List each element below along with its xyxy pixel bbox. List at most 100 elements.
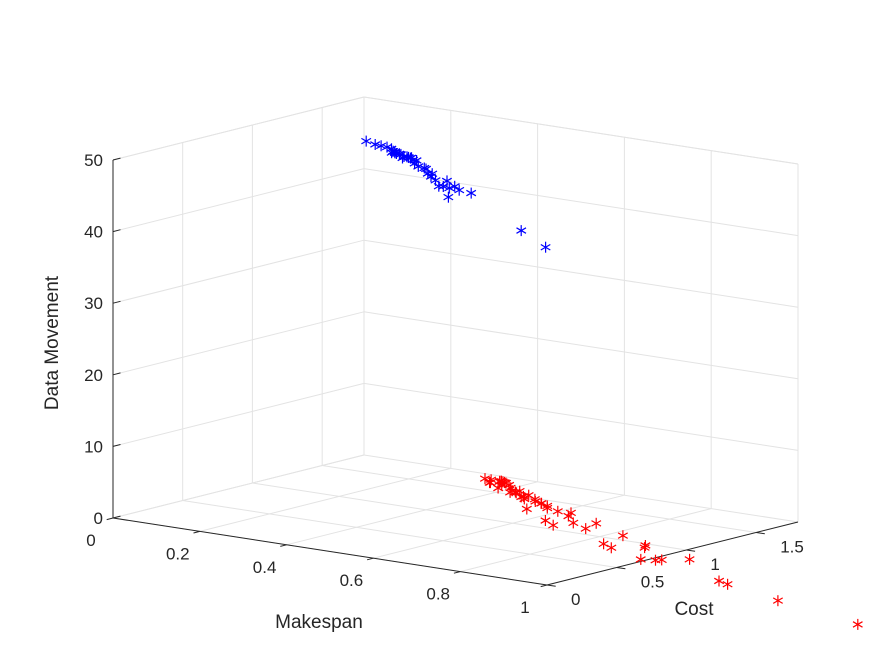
box-edge-top-back bbox=[363, 96, 799, 165]
z-tick-label: 30 bbox=[84, 294, 103, 313]
y-axis-label: Cost bbox=[674, 599, 714, 620]
x-tick-label: 0.8 bbox=[426, 585, 450, 604]
data-point bbox=[433, 180, 444, 192]
data-point bbox=[540, 515, 551, 526]
data-point bbox=[684, 553, 695, 565]
axes-lines bbox=[112, 160, 799, 586]
x-tick-label: 0.6 bbox=[340, 571, 364, 590]
grid-floor-x bbox=[460, 508, 712, 573]
data-point bbox=[375, 140, 387, 152]
x-tick-mark bbox=[106, 517, 114, 521]
data-point bbox=[493, 482, 504, 494]
z-axis-label: Data Movement bbox=[42, 275, 63, 410]
data-point bbox=[852, 618, 863, 630]
y-tick-label: 0 bbox=[571, 590, 580, 609]
data-point bbox=[521, 503, 532, 515]
x-tick-mark bbox=[453, 571, 461, 574]
x-tick-mark bbox=[366, 557, 374, 561]
y-tick-mark bbox=[686, 549, 696, 552]
data-point bbox=[370, 139, 381, 150]
grid-side-z bbox=[112, 168, 365, 233]
data-point bbox=[565, 507, 577, 519]
grid-back-z bbox=[363, 311, 799, 380]
z-tick-label: 10 bbox=[84, 437, 103, 456]
data-point bbox=[542, 500, 553, 512]
z-tick-mark bbox=[112, 229, 121, 233]
y-tick-label: 1 bbox=[710, 555, 719, 574]
data-point bbox=[444, 182, 455, 194]
grid-back-z bbox=[363, 382, 799, 451]
data-point bbox=[639, 542, 650, 554]
data-point bbox=[580, 523, 591, 535]
data-point bbox=[617, 530, 628, 542]
y-tick-mark bbox=[616, 567, 626, 570]
grid-back-z bbox=[363, 239, 799, 308]
y-axis-line bbox=[546, 521, 799, 586]
data-point bbox=[411, 155, 422, 166]
data-point bbox=[536, 497, 547, 509]
data-point bbox=[449, 180, 460, 192]
x-tick-mark bbox=[193, 530, 200, 534]
data-point bbox=[516, 225, 527, 237]
data-point bbox=[484, 477, 495, 489]
grid-lines bbox=[112, 96, 799, 586]
grid-floor-x bbox=[199, 467, 451, 532]
z-tick-mark bbox=[112, 444, 121, 447]
x-axis-label: Makespan bbox=[275, 612, 363, 633]
grid-back-z bbox=[363, 168, 799, 237]
z-tick-label: 20 bbox=[84, 366, 103, 385]
grid-side-z bbox=[112, 311, 365, 376]
grid-floor-x bbox=[373, 494, 625, 559]
x-axis-line bbox=[112, 517, 548, 586]
grid-side-z bbox=[112, 454, 365, 519]
data-point bbox=[540, 241, 551, 253]
grid-floor-y bbox=[182, 500, 617, 568]
data-point bbox=[552, 505, 563, 517]
data-point bbox=[640, 540, 651, 551]
grid-side-z bbox=[112, 239, 365, 304]
z-tick-label: 40 bbox=[84, 223, 103, 242]
y-tick-mark bbox=[546, 584, 556, 587]
y-tick-mark bbox=[756, 532, 765, 535]
data-point bbox=[466, 187, 477, 199]
data-point bbox=[598, 538, 609, 550]
x-tick-label: 0.4 bbox=[253, 558, 277, 577]
y-tick-label: 0.5 bbox=[641, 573, 665, 592]
z-tick-label: 50 bbox=[84, 151, 103, 170]
y-tick-label: 1.5 bbox=[780, 538, 804, 557]
z-axis-ticks: 0 10 20 30 40 50 bbox=[84, 151, 121, 528]
grid-side-z bbox=[112, 382, 365, 447]
grid-floor-x bbox=[286, 481, 538, 546]
data-point bbox=[772, 595, 784, 607]
data-point bbox=[606, 542, 617, 554]
data-point bbox=[443, 191, 454, 203]
data-point bbox=[656, 554, 667, 566]
data-points bbox=[361, 135, 863, 630]
z-tick-mark bbox=[112, 515, 121, 519]
x-tick-mark bbox=[280, 544, 287, 547]
data-point bbox=[479, 473, 491, 485]
z-tick-label: 0 bbox=[94, 509, 103, 528]
data-point bbox=[413, 160, 424, 172]
data-point bbox=[504, 486, 516, 498]
data-point bbox=[454, 184, 465, 196]
data-point bbox=[650, 554, 661, 566]
data-point bbox=[713, 575, 725, 587]
y-axis-ticks: 0 0.5 1 1.5 bbox=[546, 532, 804, 609]
data-point bbox=[548, 519, 559, 531]
grid-back-z bbox=[363, 454, 799, 523]
data-point bbox=[425, 171, 437, 182]
data-point bbox=[530, 496, 541, 507]
grid-floor-y bbox=[252, 482, 687, 551]
x-tick-label: 0 bbox=[86, 531, 95, 550]
data-point bbox=[635, 553, 646, 565]
data-point bbox=[568, 517, 579, 529]
x-tick-label: 1 bbox=[520, 598, 529, 617]
x-tick-mark bbox=[540, 584, 548, 588]
data-point bbox=[511, 487, 522, 499]
data-point bbox=[591, 517, 602, 529]
x-tick-label: 0.2 bbox=[166, 544, 190, 563]
z-tick-mark bbox=[112, 300, 121, 304]
